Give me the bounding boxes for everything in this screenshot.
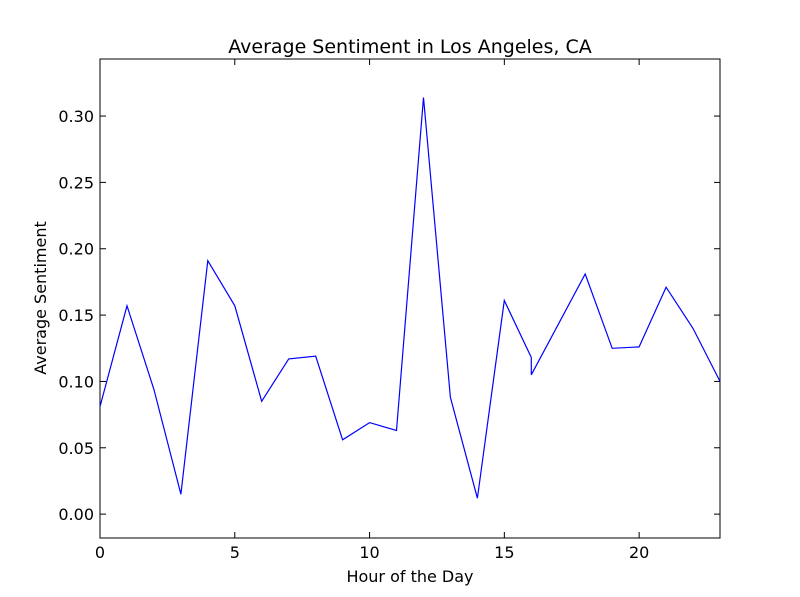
y-tick-label: 0.30 bbox=[58, 107, 94, 126]
y-tick-label: 0.05 bbox=[58, 439, 94, 458]
x-tick-label: 0 bbox=[95, 543, 105, 562]
y-axis-title: Average Sentiment bbox=[31, 221, 50, 375]
x-tick-label: 5 bbox=[230, 543, 240, 562]
x-axis-title: Hour of the Day bbox=[346, 567, 473, 586]
series-line bbox=[99, 97, 721, 499]
plot-area-frame bbox=[99, 58, 721, 539]
x-axis-ticks: 0 5 10 15 20 bbox=[95, 59, 649, 562]
x-tick-label: 10 bbox=[359, 543, 379, 562]
y-axis-ticks: 0.00 0.05 0.10 0.15 0.20 0.25 0.30 bbox=[58, 107, 720, 524]
y-tick-label: 0.00 bbox=[58, 505, 94, 524]
y-tick-label: 0.15 bbox=[58, 306, 94, 325]
y-tick-label: 0.20 bbox=[58, 240, 94, 259]
y-tick-label: 0.10 bbox=[58, 372, 94, 391]
chart-title: Average Sentiment in Los Angeles, CA bbox=[228, 36, 592, 58]
y-tick-label: 0.25 bbox=[58, 173, 94, 192]
x-tick-label: 15 bbox=[494, 543, 514, 562]
x-tick-label: 20 bbox=[629, 543, 649, 562]
